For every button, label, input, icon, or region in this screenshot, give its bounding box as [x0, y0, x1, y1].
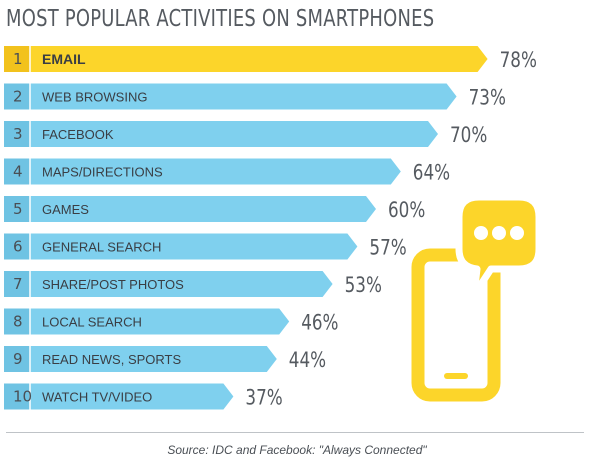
- rank-label: 8: [13, 313, 23, 331]
- smartphone-chat-icon: [411, 193, 543, 402]
- value-label: 60%: [388, 198, 425, 222]
- category-label: LOCAL SEARCH: [42, 315, 142, 330]
- rank-label: 1: [13, 50, 23, 68]
- bar-web-browsing: [4, 83, 457, 110]
- category-label: GAMES: [42, 202, 89, 217]
- chart-title: MOST POPULAR ACTIVITIES ON SMARTPHONES: [6, 6, 435, 32]
- bar-facebook: [4, 121, 438, 147]
- rank-box: [4, 121, 30, 147]
- value-label: 46%: [301, 311, 338, 335]
- rank-label: 4: [13, 163, 23, 181]
- rank-label: 9: [13, 350, 23, 368]
- rank-box: [4, 346, 30, 372]
- rank-box: [4, 46, 30, 72]
- category-label: SHARE/POST PHOTOS: [42, 277, 184, 292]
- bar-share-post-photos: [4, 271, 333, 297]
- value-label: 73%: [469, 86, 506, 110]
- rank-box: [4, 271, 30, 297]
- bar-maps-directions: [4, 158, 401, 185]
- category-label: EMAIL: [42, 51, 86, 67]
- bar-games: [4, 196, 376, 222]
- rank-label: 5: [13, 200, 23, 218]
- rank-label: 7: [13, 275, 23, 293]
- value-label: 64%: [413, 161, 450, 185]
- value-label: 53%: [345, 273, 382, 297]
- rank-box: [4, 308, 30, 335]
- rank-label: 2: [13, 88, 23, 106]
- rank-box: [4, 233, 30, 260]
- value-label: 44%: [289, 348, 326, 372]
- category-label: MAPS/DIRECTIONS: [42, 165, 163, 180]
- category-label: WATCH TV/VIDEO: [42, 390, 152, 405]
- footer-divider: [6, 432, 584, 433]
- bar-watch-tv-video: [4, 383, 234, 410]
- category-label: READ NEWS, SPORTS: [42, 352, 182, 367]
- value-label: 37%: [245, 386, 282, 410]
- category-label: WEB BROWSING: [42, 90, 147, 105]
- rank-box: [4, 83, 30, 110]
- value-label: 78%: [500, 48, 537, 72]
- category-label: FACEBOOK: [42, 127, 114, 142]
- rank-label: 10: [13, 388, 32, 406]
- value-label: 57%: [369, 236, 406, 260]
- rank-box: [4, 196, 30, 222]
- rank-box: [4, 158, 30, 185]
- bar-email: [4, 46, 488, 72]
- rank-label: 3: [13, 125, 23, 143]
- bar-chart: 1 EMAIL 78% 2 WEB BROWSING 73% 3 FACEBOOK 70% 4 MA…: [4, 46, 537, 410]
- category-label: GENERAL SEARCH: [42, 240, 161, 255]
- rank-label: 6: [13, 238, 23, 256]
- source-note: Source: IDC and Facebook: "Always Connec…: [167, 443, 427, 457]
- value-label: 70%: [450, 123, 487, 147]
- bar-general-search: [4, 233, 358, 260]
- bar-local-search: [4, 308, 290, 335]
- bar-read-news-sports: [4, 346, 277, 372]
- rank-box: [4, 383, 30, 410]
